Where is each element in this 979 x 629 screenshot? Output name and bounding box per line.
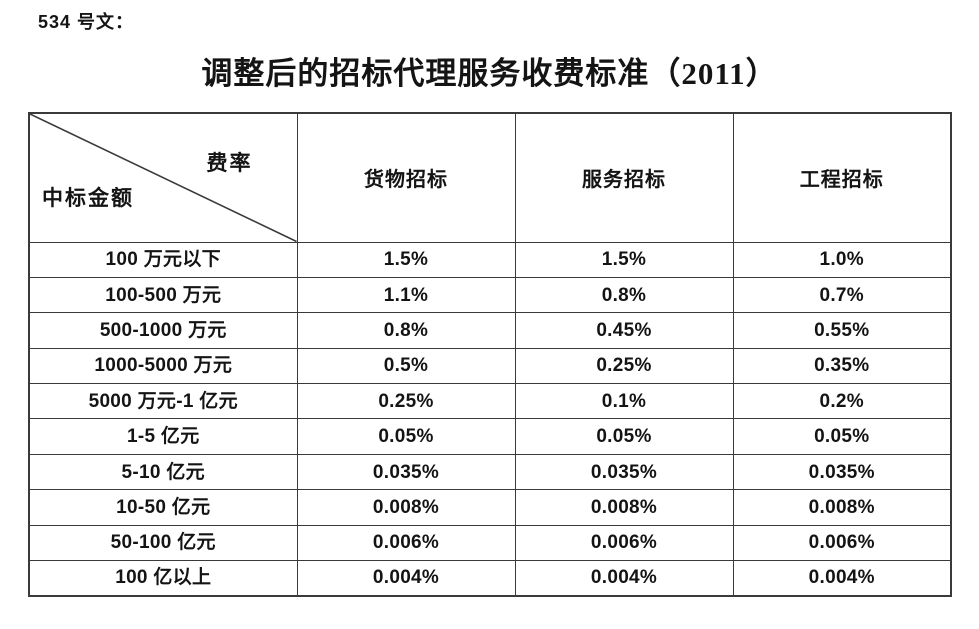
doc-number-label: 534 号文： — [38, 12, 135, 32]
fee-value-cell: 0.8% — [514, 276, 734, 314]
fee-value-cell: 0.25% — [514, 347, 734, 385]
column-header-engineering: 工程招标 — [732, 112, 952, 243]
column-header-services: 服务招标 — [514, 112, 734, 243]
fee-value-cell: 0.035% — [732, 453, 952, 491]
fee-table: 费率 中标金额 货物招标 服务招标 工程招标 100 万元以下 1.5% 1.5% 1… — [28, 112, 952, 597]
fee-value-cell: 0.8% — [296, 312, 516, 349]
row-label: 100 万元以下 — [28, 241, 298, 278]
fee-value-cell: 0.008% — [296, 489, 516, 526]
fee-value-cell: 0.05% — [296, 418, 516, 455]
fee-value-cell: 0.5% — [296, 347, 516, 385]
fee-value-cell: 0.7% — [732, 276, 952, 314]
corner-label-bid-amount: 中标金额 — [42, 185, 134, 210]
fee-value-cell: 0.006% — [296, 524, 516, 562]
fee-value-cell: 0.035% — [514, 453, 734, 491]
table-row: 100-500 万元 1.1% 0.8% 0.7% — [28, 276, 952, 314]
fee-value-cell: 0.25% — [296, 383, 516, 420]
table-row: 1-5 亿元 0.05% 0.05% 0.05% — [28, 418, 952, 455]
row-label: 50-100 亿元 — [28, 524, 298, 562]
table-row: 50-100 亿元 0.006% 0.006% 0.006% — [28, 524, 952, 562]
fee-value-cell: 0.55% — [732, 312, 952, 349]
fee-value-cell: 0.35% — [732, 347, 952, 385]
fee-value-cell: 0.45% — [514, 312, 734, 349]
row-label: 100 亿以上 — [28, 560, 298, 597]
diagonal-divider-line — [30, 114, 297, 242]
fee-value-cell: 0.004% — [296, 560, 516, 597]
row-label: 5-10 亿元 — [28, 453, 298, 491]
fee-value-cell: 0.2% — [732, 383, 952, 420]
table-row: 100 亿以上 0.004% 0.004% 0.004% — [28, 560, 952, 597]
table-row: 100 万元以下 1.5% 1.5% 1.0% — [28, 241, 952, 278]
row-label: 500-1000 万元 — [28, 312, 298, 349]
fee-value-cell: 0.006% — [732, 524, 952, 562]
row-label: 1000-5000 万元 — [28, 347, 298, 385]
fee-value-cell: 1.1% — [296, 276, 516, 314]
table-row: 5-10 亿元 0.035% 0.035% 0.035% — [28, 453, 952, 491]
fee-value-cell: 0.004% — [514, 560, 734, 597]
page-title: 调整后的招标代理服务收费标准（2011） — [201, 56, 778, 91]
fee-value-cell: 0.004% — [732, 560, 952, 597]
fee-value-cell: 0.006% — [514, 524, 734, 562]
row-label: 1-5 亿元 — [28, 418, 298, 455]
fee-value-cell: 0.008% — [732, 489, 952, 526]
table-header-row: 费率 中标金额 货物招标 服务招标 工程招标 — [28, 112, 952, 243]
fee-value-cell: 1.5% — [296, 241, 516, 278]
fee-value-cell: 0.035% — [296, 453, 516, 491]
table-row: 5000 万元-1 亿元 0.25% 0.1% 0.2% — [28, 383, 952, 420]
row-label: 10-50 亿元 — [28, 489, 298, 526]
fee-value-cell: 1.0% — [732, 241, 952, 278]
fee-value-cell: 0.1% — [514, 383, 734, 420]
table-row: 1000-5000 万元 0.5% 0.25% 0.35% — [28, 347, 952, 385]
corner-label-rate: 费率 — [206, 151, 253, 175]
fee-value-cell: 0.05% — [732, 418, 952, 455]
row-label: 5000 万元-1 亿元 — [28, 383, 298, 420]
fee-value-cell: 1.5% — [514, 241, 734, 278]
fee-value-cell: 0.05% — [514, 418, 734, 455]
row-label: 100-500 万元 — [28, 276, 298, 314]
fee-table-body: 100 万元以下 1.5% 1.5% 1.0% 100-500 万元 1.1% 0.8% 0.… — [28, 241, 952, 597]
fee-value-cell: 0.008% — [514, 489, 734, 526]
corner-header-cell: 费率 中标金额 — [28, 112, 298, 243]
table-row: 500-1000 万元 0.8% 0.45% 0.55% — [28, 312, 952, 349]
column-header-goods: 货物招标 — [296, 112, 516, 243]
table-row: 10-50 亿元 0.008% 0.008% 0.008% — [28, 489, 952, 526]
